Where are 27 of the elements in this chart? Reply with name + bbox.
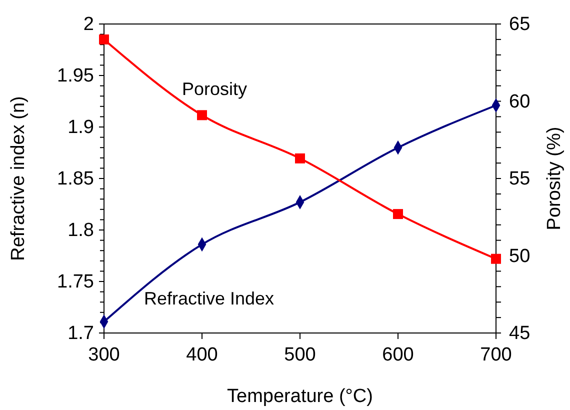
x-tick-label: 600 xyxy=(382,344,414,366)
y-tick-label: 1.85 xyxy=(57,168,94,190)
point xyxy=(99,34,109,44)
x-tick-label: 400 xyxy=(186,344,218,366)
point xyxy=(393,209,403,220)
y-tick-label: 1.95 xyxy=(57,66,94,87)
point xyxy=(197,110,207,120)
y2-tick-label: 45 xyxy=(509,323,530,344)
x-tick-label: 500 xyxy=(284,344,316,366)
y-tick-label: 2 xyxy=(83,14,94,36)
x-tick-label: 300 xyxy=(88,344,120,366)
y-axis-title: Refractive index (n) xyxy=(8,96,29,261)
x-axis-title: Temperature (°C) xyxy=(227,386,373,407)
y2-axis-title: Porosity (%) xyxy=(544,126,565,230)
y-tick-label: 1.75 xyxy=(57,272,94,293)
series-label: Refractive Index xyxy=(144,288,274,308)
y2-tick-label: 65 xyxy=(509,14,530,36)
x-tick-label: 700 xyxy=(480,344,512,366)
y-tick-label: 1.7 xyxy=(68,323,94,344)
y-tick-label: 1.9 xyxy=(68,117,94,138)
y2-tick-label: 60 xyxy=(509,91,530,112)
y-tick-label: 1.8 xyxy=(68,220,94,242)
y2-tick-label: 55 xyxy=(509,168,530,190)
point xyxy=(295,153,305,164)
series-label: Porosity xyxy=(182,79,248,100)
point xyxy=(491,254,501,264)
y2-tick-label: 50 xyxy=(509,246,530,267)
